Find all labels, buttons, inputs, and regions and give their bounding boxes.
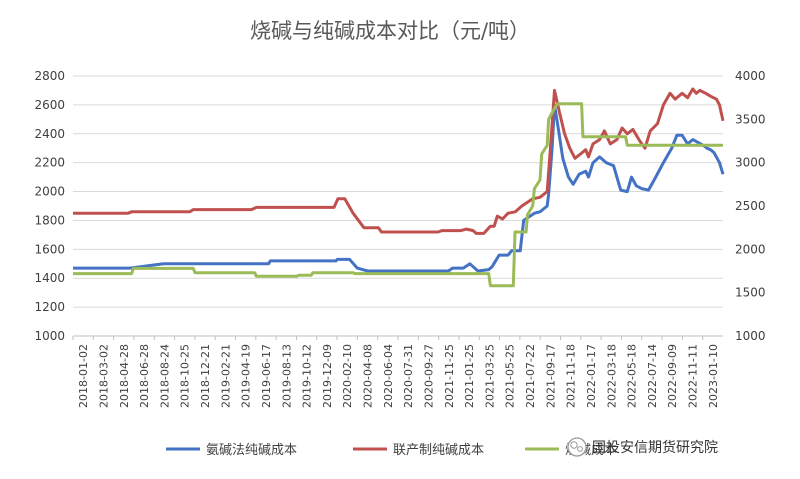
x-tick-label: 2019-02-21 xyxy=(219,344,232,408)
watermark: 国投安信期货研究院 xyxy=(567,437,718,457)
x-tick-label: 2022-07-14 xyxy=(646,344,659,408)
gridlines xyxy=(73,75,723,337)
y-right-tick-label: 2000 xyxy=(735,242,766,256)
watermark-text: 国投安信期货研究院 xyxy=(592,439,718,456)
x-tick-label: 2023-01-10 xyxy=(707,344,720,408)
series-line-2 xyxy=(73,87,725,235)
x-tick-label: 2020-07-31 xyxy=(402,344,415,408)
x-tick-label: 2021-11-18 xyxy=(565,344,578,408)
wechat-icon-bubble-small xyxy=(577,446,583,452)
chart-title: 烧碱与纯碱成本对比（元/吨） xyxy=(250,19,530,43)
y-left-tick-label: 2000 xyxy=(34,185,65,199)
y-left-tick-label: 1200 xyxy=(34,300,65,314)
x-tick-label: 2019-06-17 xyxy=(260,344,273,408)
y-right-tick-label: 1000 xyxy=(735,329,766,343)
y-right-tick-label: 2500 xyxy=(735,199,766,213)
x-tick-label: 2019-08-13 xyxy=(280,344,293,408)
x-axis: 2018-01-02 2018-03-02 2018-04-28 2018-06-28… xyxy=(72,335,723,408)
x-tick-label: 2021-01-25 xyxy=(463,344,476,408)
x-tick-label: 2020-04-08 xyxy=(362,344,375,408)
x-tick-label: 2021-03-25 xyxy=(483,344,496,408)
y-left-tick-label: 2200 xyxy=(34,156,65,170)
y-left-tick-label: 2600 xyxy=(34,98,65,112)
x-tick-label: 2022-03-18 xyxy=(605,344,618,408)
x-tick-label: 2021-09-17 xyxy=(544,344,557,408)
x-tick-label: 2021-07-22 xyxy=(524,344,537,408)
x-tick-label: 2021-11-25 xyxy=(443,344,456,408)
y-left-tick-label: 1400 xyxy=(34,271,65,285)
x-tick-label: 2020-09-27 xyxy=(423,344,436,408)
wechat-icon-bubble xyxy=(570,441,578,449)
x-tick-label: 2022-01-17 xyxy=(585,344,598,408)
series-line-1 xyxy=(73,103,725,273)
y-left-tick-label: 1600 xyxy=(34,242,65,256)
x-tick-label: 2018-04-28 xyxy=(118,344,131,408)
series-group xyxy=(73,87,725,288)
y-right-tick-label: 4000 xyxy=(735,69,766,83)
x-tick-label: 2022-11-11 xyxy=(687,344,700,408)
series-line-3 xyxy=(73,102,723,288)
legend: 氨碱法纯碱成本 联产制纯碱成本 烧碱成本 xyxy=(166,443,617,458)
y-right-tick-label: 3500 xyxy=(735,112,766,126)
x-tick-label: 2020-06-04 xyxy=(382,344,395,408)
x-tick-label: 2018-03-02 xyxy=(98,344,111,408)
y-axis-left: 1000 1200 1400 1600 1800 2000 2200 2400 2600 2800 xyxy=(34,69,65,343)
y-axis-right: 1000 1500 2000 2500 3000 3500 4000 xyxy=(735,69,766,343)
x-tick-label: 2021-05-25 xyxy=(504,344,517,408)
legend-label-2: 联产制纯碱成本 xyxy=(393,443,484,458)
x-tick-label: 2022-05-18 xyxy=(626,344,639,408)
y-right-tick-label: 3000 xyxy=(735,156,766,170)
x-tick-label: 2020-02-10 xyxy=(341,344,354,408)
x-tick-label: 2019-12-09 xyxy=(321,344,334,408)
y-left-tick-label: 2800 xyxy=(34,69,65,83)
legend-label-1: 氨碱法纯碱成本 xyxy=(206,443,297,458)
y-left-tick-label: 1000 xyxy=(34,329,65,343)
x-tick-label: 2018-12-21 xyxy=(199,344,212,408)
y-right-tick-label: 1500 xyxy=(735,286,766,300)
x-tick-label: 2018-08-24 xyxy=(158,344,171,408)
x-tick-label: 2018-10-25 xyxy=(179,344,192,408)
y-left-tick-label: 1800 xyxy=(34,213,65,227)
x-tick-label: 2018-01-02 xyxy=(77,344,90,408)
x-tick-label: 2019-10-12 xyxy=(301,344,314,408)
x-tick-label: 2022-09-09 xyxy=(666,344,679,408)
x-tick-label: 2019-04-19 xyxy=(240,344,253,408)
y-left-tick-label: 2400 xyxy=(34,127,65,141)
x-tick-label: 2018-06-28 xyxy=(138,344,151,408)
